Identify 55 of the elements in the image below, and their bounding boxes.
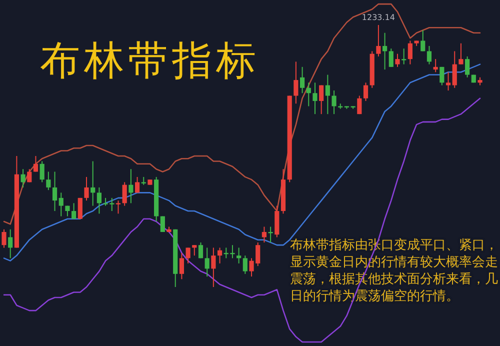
candlestick [72, 202, 76, 220]
candlestick [402, 48, 406, 65]
candlestick [96, 186, 102, 214]
candlestick [395, 53, 400, 68]
candlestick [426, 45, 432, 65]
candlestick [452, 50, 457, 88]
candlestick [332, 90, 336, 115]
candlestick [58, 192, 64, 217]
candlestick [236, 247, 242, 264]
candlestick [204, 247, 210, 278]
candlestick [90, 160, 96, 206]
candlestick [294, 61, 298, 104]
candlestick [465, 56, 470, 78]
candlestick [122, 182, 127, 206]
candlestick [33, 156, 38, 172]
candlestick [306, 82, 311, 107]
candlestick [242, 255, 248, 274]
title: 布林带指标 [40, 38, 260, 83]
candlestick [20, 168, 26, 188]
candlestick [186, 247, 190, 264]
candlestick [420, 30, 426, 52]
candlestick [116, 200, 121, 214]
candlestick [46, 171, 51, 191]
candlestick [300, 66, 305, 94]
candlestick [376, 24, 381, 57]
candlestick [446, 72, 451, 91]
candlestick [128, 168, 134, 204]
candlestick [274, 205, 280, 238]
candlestick [357, 95, 362, 115]
candlestick [134, 176, 140, 194]
candlestick [408, 40, 412, 65]
candlestick [262, 226, 267, 243]
candlestick [319, 84, 324, 115]
candlestick [312, 82, 318, 115]
candlestick [27, 168, 32, 183]
candlestick [52, 171, 58, 212]
candlestick [179, 252, 184, 280]
candlestick [325, 74, 330, 115]
candlestick [160, 216, 165, 232]
candlestick [192, 244, 197, 256]
candlestick [388, 48, 394, 68]
candlestick [458, 42, 464, 65]
candlestick [198, 242, 204, 259]
candlestick [211, 247, 216, 288]
text: 1233.14 [362, 13, 395, 22]
candlestick [78, 197, 82, 220]
candlestick [2, 228, 6, 248]
candlestick [440, 66, 444, 86]
candlestick [84, 176, 89, 202]
candlestick [363, 82, 368, 102]
candlestick [8, 228, 13, 259]
candlestick [217, 247, 222, 264]
candlestick [433, 58, 438, 73]
candlestick [40, 160, 44, 183]
candlestick [382, 32, 388, 70]
